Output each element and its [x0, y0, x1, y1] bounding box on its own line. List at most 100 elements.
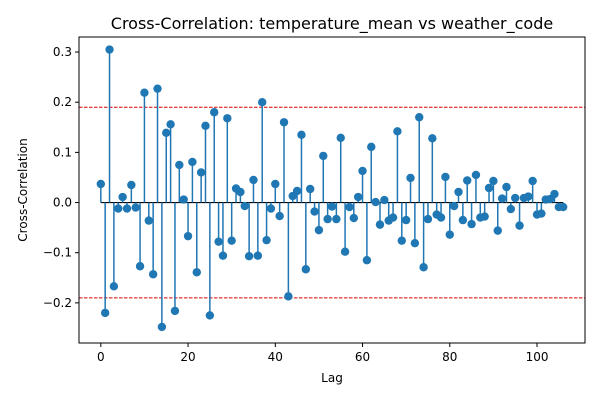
y-tick-label: 0.1: [53, 145, 72, 159]
stem-marker: [301, 265, 311, 274]
y-tick-label: −0.2: [43, 296, 72, 310]
stem-marker: [454, 187, 463, 197]
axes-frame: [78, 36, 586, 344]
stem-marker: [449, 201, 459, 211]
stem-marker: [480, 212, 489, 221]
stem-marker: [388, 213, 398, 222]
y-axis-label: Cross-Correlation: [16, 138, 30, 241]
x-axis-ticks: 0 20 40 60 80 100: [97, 343, 548, 364]
stem-marker: [118, 192, 127, 202]
stem-marker: [127, 180, 136, 190]
stem-marker: [253, 251, 263, 260]
stem-marker: [266, 204, 276, 213]
stem-marker: [258, 98, 267, 107]
x-axis-label: Lag: [321, 371, 343, 385]
stem-marker: [122, 204, 132, 213]
stem-markers: [96, 45, 568, 332]
stem-marker: [310, 207, 319, 216]
stem-marker: [345, 202, 354, 212]
stem-marker: [166, 120, 175, 129]
stem-marker: [214, 237, 223, 246]
stem-marker: [275, 211, 284, 221]
stem-marker: [323, 214, 332, 224]
stem-marker: [393, 127, 402, 136]
stem-marker: [380, 195, 389, 205]
stem-marker: [196, 168, 206, 177]
stem-lines: [100, 49, 564, 327]
stem-marker: [223, 114, 232, 123]
stem-marker: [162, 128, 171, 138]
stem-marker: [489, 176, 498, 186]
stem-marker: [153, 84, 162, 93]
x-tick-label: 60: [355, 350, 370, 364]
stem-marker: [135, 262, 145, 271]
stem-marker: [340, 247, 350, 256]
stem-marker: [423, 214, 433, 224]
stem-marker: [353, 192, 363, 202]
stem-marker: [528, 176, 537, 186]
stem-marker: [105, 45, 114, 54]
stem-marker: [419, 263, 428, 272]
stem-marker: [284, 292, 293, 301]
stem-marker: [515, 221, 524, 230]
stem-marker: [493, 226, 502, 235]
stem-marker: [292, 186, 302, 196]
stem-marker: [262, 235, 271, 245]
stem-marker: [170, 306, 180, 316]
stem-marker: [410, 238, 420, 248]
stem-marker: [114, 204, 123, 213]
stem-marker: [244, 252, 254, 261]
y-tick-label: 0.0: [53, 196, 72, 210]
stem-marker: [179, 195, 188, 204]
stem-marker: [140, 88, 149, 97]
chart-title: Cross-Correlation: temperature_mean vs w…: [111, 14, 553, 34]
stem-marker: [227, 236, 236, 245]
stem-marker: [415, 113, 424, 122]
stem-marker: [362, 256, 372, 265]
stem-marker: [502, 182, 511, 192]
stem-marker: [484, 183, 494, 193]
x-tick-label: 100: [526, 350, 549, 364]
y-tick-label: 0.3: [53, 45, 72, 59]
stem-marker: [550, 189, 559, 199]
stem-marker: [375, 220, 385, 229]
stem-marker: [236, 187, 245, 197]
stem-marker: [314, 225, 324, 235]
stem-marker: [401, 215, 411, 225]
stem-marker: [428, 134, 437, 143]
stem-marker: [188, 157, 197, 167]
stem-marker: [183, 231, 193, 241]
x-tick-label: 80: [442, 350, 457, 364]
stem-marker: [467, 219, 476, 229]
stem-marker: [305, 184, 315, 194]
stem-marker: [109, 282, 119, 291]
stem-marker: [249, 175, 258, 185]
stem-marker: [157, 322, 167, 332]
y-tick-label: −0.1: [43, 246, 72, 260]
stem-marker: [336, 133, 345, 143]
reference-lines: [79, 106, 585, 299]
stem-marker: [96, 179, 106, 189]
x-tick-label: 0: [97, 350, 105, 364]
stem-marker: [192, 268, 201, 277]
stem-marker: [558, 202, 568, 212]
stem-marker: [279, 118, 289, 127]
stem-marker: [332, 214, 341, 224]
stem-marker: [144, 216, 153, 225]
stem-marker: [445, 230, 454, 239]
y-axis-ticks: −0.2 −0.1 0.0 0.1 0.2 0.3: [43, 45, 79, 310]
stem-marker: [406, 173, 415, 183]
stem-marker: [506, 204, 516, 214]
stem-marker: [131, 203, 140, 212]
stem-marker: [497, 194, 507, 203]
stem-marker: [349, 213, 359, 223]
stem-marker: [471, 170, 481, 180]
stem-marker: [463, 176, 472, 185]
stem-marker: [100, 308, 110, 318]
stem-marker: [240, 201, 249, 211]
x-tick-label: 40: [268, 350, 283, 364]
stem-marker: [367, 142, 376, 152]
stem-marker: [297, 130, 306, 140]
